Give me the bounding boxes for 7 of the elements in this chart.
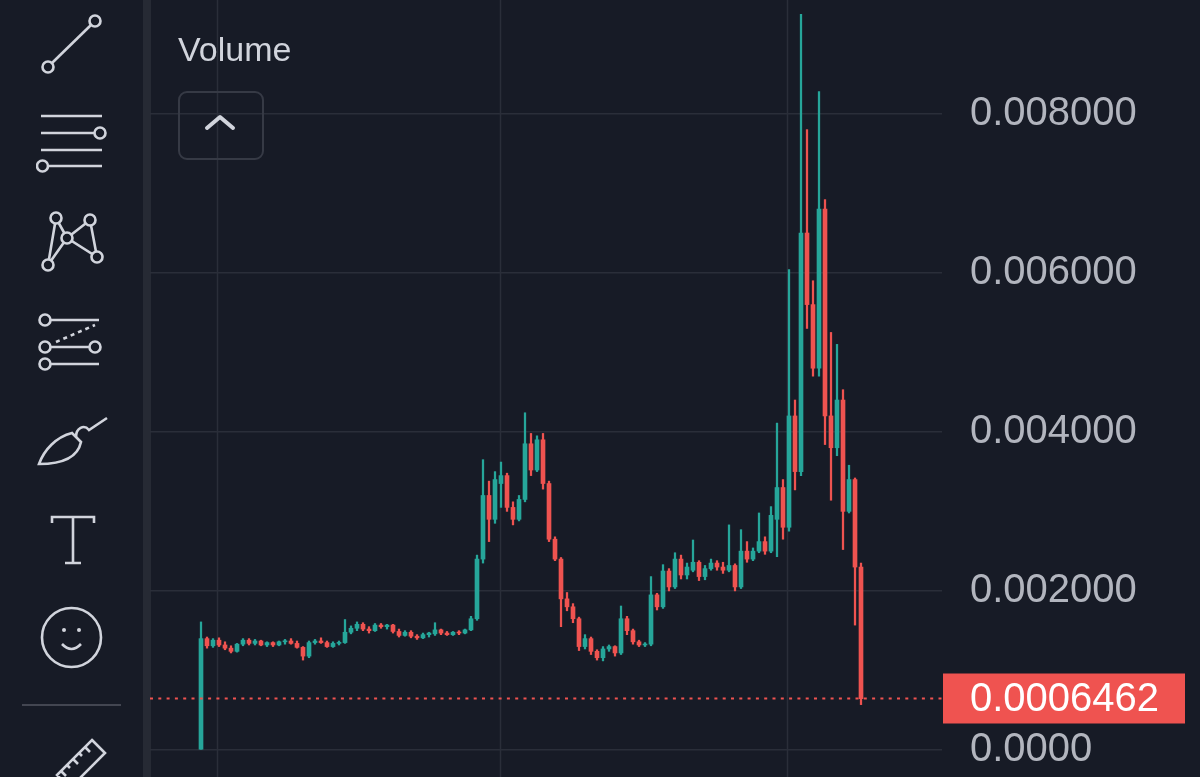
ref-line-label: 0.0006462 — [970, 674, 1160, 719]
y-tick-label: 0.0000 — [970, 724, 1093, 769]
y-tick-label: 0.002000 — [970, 565, 1137, 610]
y-tick-label: 0.008000 — [970, 88, 1137, 133]
annotation: Volume — [178, 29, 292, 69]
y-tick-label: 0.004000 — [970, 406, 1137, 451]
y-tick-label: 0.006000 — [970, 247, 1137, 292]
